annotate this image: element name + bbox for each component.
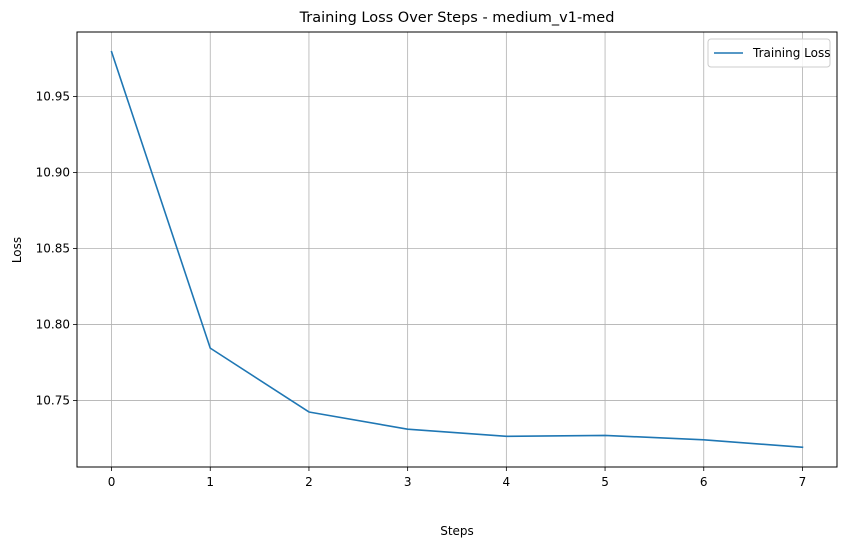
y-tick-label: 10.95	[36, 90, 70, 104]
x-tick-label: 2	[305, 475, 313, 489]
x-tick-label: 6	[700, 475, 708, 489]
x-axis-label: Steps	[440, 524, 474, 538]
series-layer	[112, 52, 803, 448]
series-line-training-loss	[112, 52, 803, 447]
y-axis-label: Loss	[10, 237, 24, 263]
legend: Training Loss	[708, 39, 830, 67]
x-tick-label: 0	[108, 475, 116, 489]
x-tick-label: 4	[503, 475, 511, 489]
grid-lines	[77, 32, 837, 467]
plot-frame	[77, 32, 837, 467]
y-tick-label: 10.75	[36, 394, 70, 408]
y-tick-label: 10.90	[36, 166, 70, 180]
y-tick-label: 10.80	[36, 318, 70, 332]
x-tick-label: 7	[799, 475, 807, 489]
chart-title: Training Loss Over Steps - medium_v1-med	[299, 10, 615, 26]
y-axis-ticks: 10.75 10.80 10.85 10.90 10.95	[36, 90, 77, 408]
legend-label-training-loss: Training Loss	[752, 46, 830, 60]
y-tick-label: 10.85	[36, 242, 70, 256]
x-tick-label: 3	[404, 475, 412, 489]
x-axis-ticks: 0 1 2 3 4 5 6 7	[108, 467, 807, 489]
x-tick-label: 1	[206, 475, 214, 489]
x-tick-label: 5	[601, 475, 609, 489]
